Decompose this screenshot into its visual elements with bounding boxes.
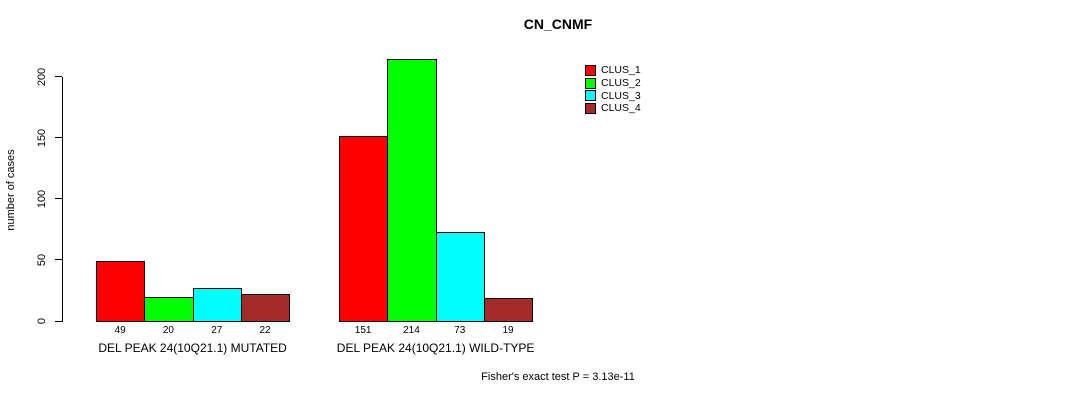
y-tick-label: 150	[36, 128, 48, 147]
bar-value-label: 19	[502, 325, 514, 336]
bar-value-label: 22	[259, 325, 271, 336]
legend-swatch-icon	[585, 102, 596, 114]
bar-clus_3-group1	[192, 287, 242, 322]
bar-clus_2-group2	[387, 59, 437, 322]
bar-value-label: 20	[162, 325, 174, 336]
y-axis-title: number of cases	[5, 149, 17, 231]
y-tick-label: 50	[36, 253, 48, 266]
legend: CLUS_1 CLUS_2 CLUS_3 CLUS_4	[585, 64, 641, 115]
y-tick-label: 100	[36, 189, 48, 208]
legend-swatch-icon	[585, 64, 596, 76]
bar-value-label: 27	[211, 325, 223, 336]
legend-item-clus_3: CLUS_3	[585, 89, 641, 102]
y-tick	[55, 320, 62, 322]
chart-title: CN_CNMF	[523, 16, 593, 32]
legend-label: CLUS_3	[601, 89, 641, 102]
bar-clus_2-group1	[144, 296, 194, 322]
legend-item-clus_4: CLUS_4	[585, 102, 641, 115]
bar-clus_4-group2	[483, 297, 534, 322]
bar-value-label: 214	[403, 325, 420, 336]
group-label: DEL PEAK 24(10Q21.1) WILD-TYPE	[336, 341, 535, 355]
y-tick-label: 200	[36, 67, 48, 86]
group-label: DEL PEAK 24(10Q21.1) MUTATED	[98, 341, 287, 355]
y-tick	[55, 198, 62, 200]
y-tick-label: 0	[36, 317, 48, 325]
legend-swatch-icon	[585, 90, 596, 102]
y-tick	[55, 76, 62, 77]
bar-clus_1-group2	[339, 136, 389, 322]
legend-item-clus_2: CLUS_2	[585, 77, 641, 90]
legend-item-clus_1: CLUS_1	[585, 64, 641, 77]
y-tick	[55, 137, 62, 139]
bar-value-label: 73	[454, 325, 466, 336]
bar-clus_3-group2	[435, 231, 485, 322]
bar-value-label: 151	[354, 325, 372, 336]
legend-swatch-icon	[585, 77, 596, 89]
fisher-test-annotation: Fisher's exact test P = 3.13e-11	[481, 371, 635, 383]
y-tick	[55, 259, 62, 261]
legend-label: CLUS_2	[601, 77, 641, 90]
legend-label: CLUS_1	[601, 64, 641, 77]
bar-clus_1-group1	[96, 261, 146, 322]
y-axis-line	[62, 76, 63, 322]
bar-clus_4-group1	[240, 294, 291, 322]
legend-label: CLUS_4	[601, 102, 641, 115]
bar-value-label: 49	[114, 325, 126, 336]
